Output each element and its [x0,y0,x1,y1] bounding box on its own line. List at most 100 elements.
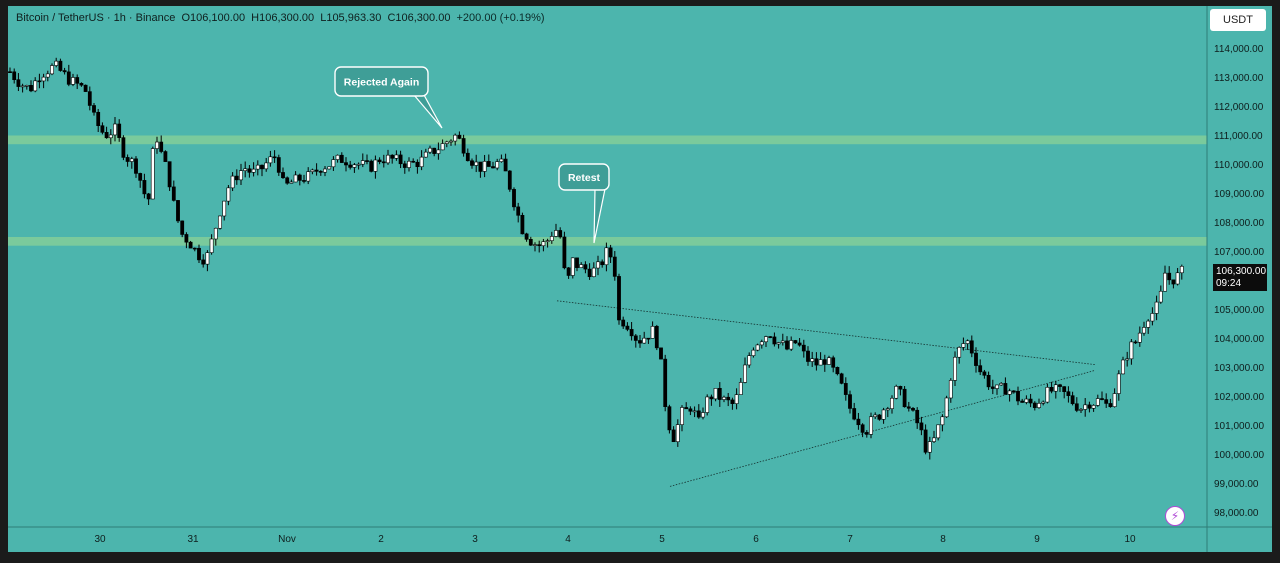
candle-down [852,408,857,420]
callout-pointer [593,188,606,244]
candle-up [953,356,957,381]
candle-down [159,141,164,152]
candle-down [1016,390,1020,402]
lightning-icon[interactable]: ⚡ [1165,506,1185,526]
candle-up [1125,358,1130,361]
candle-down [104,132,109,139]
candle-up [50,65,54,75]
candle-down [16,79,21,87]
candle-down [566,267,571,276]
y-tick-label: 98,000.00 [1214,508,1259,519]
candle-down [663,358,668,407]
candle-up [440,143,445,151]
candle-down [654,326,659,349]
y-tick-label: 113,000.00 [1214,73,1264,84]
candle-down [62,70,67,73]
candle-down [58,60,63,71]
candle-up [33,80,38,92]
candle-up [995,384,999,389]
candle-up [113,123,117,136]
candle-up [1024,398,1029,403]
candle-down [646,337,651,340]
candle-up [293,174,298,183]
x-tick-label: Nov [278,534,296,545]
candle-down [180,220,185,235]
candle-down [638,340,642,344]
candle-down [911,407,915,411]
candle-down [587,268,592,277]
candle-down [1108,403,1113,407]
candle-down [625,325,630,330]
candle-down [1087,404,1092,409]
candle-up [482,161,487,172]
candle-up [1137,332,1142,343]
bar-countdown: 09:24 [1216,278,1242,289]
candle-up [356,163,361,166]
candle-down [117,123,122,138]
candle-up [268,156,273,164]
candle-down [785,340,789,350]
candle-up [251,168,256,173]
candle-down [906,406,911,409]
candle-down [314,169,319,172]
candle-down [982,371,987,376]
candle-up [751,349,756,356]
candle-down [978,365,983,373]
candle-down [142,180,147,195]
candle-down [188,241,193,249]
candle-down [1104,399,1109,404]
candle-up [289,181,294,184]
candle-down [8,71,12,73]
candle-up [1121,359,1125,375]
candle-down [822,359,827,365]
candle-up [20,85,25,88]
candle-down [281,172,285,179]
chart-panel[interactable] [8,6,1272,552]
candle-down [667,406,672,431]
candle-up [722,396,726,400]
candle-up [449,140,453,143]
candle-down [608,247,613,258]
candle-down [856,418,861,426]
candle-up [360,160,365,165]
candle-down [100,125,105,133]
candle-up [306,171,311,182]
candle-up [541,241,546,247]
candle-up [965,340,970,344]
candle-down [1028,398,1033,404]
candle-down [1049,387,1054,392]
candle-down [524,233,529,240]
candle-down [969,340,974,354]
candle-down [877,414,882,420]
candle-up [1079,409,1083,411]
candle-down [575,257,579,268]
candle-up [150,148,155,200]
candle-up [957,347,962,358]
candle-down [121,137,126,158]
x-tick-label: 2 [378,534,384,545]
candle-down [75,77,80,84]
candle-down [503,158,508,172]
time-axis: 30 31 Nov 2 3 4 5 6 7 8 9 10 [94,534,1136,545]
last-price-value: 106,300.00 [1216,266,1267,277]
candle-down [793,340,798,344]
candle-up [650,326,655,339]
candle-up [827,357,831,365]
candle-up [1158,290,1163,303]
price-zones [8,135,1207,246]
candle-down [1171,279,1176,285]
candle-down [247,168,252,173]
x-tick-label: 4 [565,534,571,545]
support-zone [8,237,1207,246]
candle-up [734,394,739,404]
callout-box [558,163,610,191]
candle-down [276,157,281,173]
axis-separators [8,6,1272,552]
candle-down [318,171,323,173]
currency-button[interactable]: USDT [1210,9,1266,31]
candle-up [54,60,59,66]
candle-down [1066,391,1071,396]
candle-up [579,264,584,268]
candle-up [1150,313,1155,322]
